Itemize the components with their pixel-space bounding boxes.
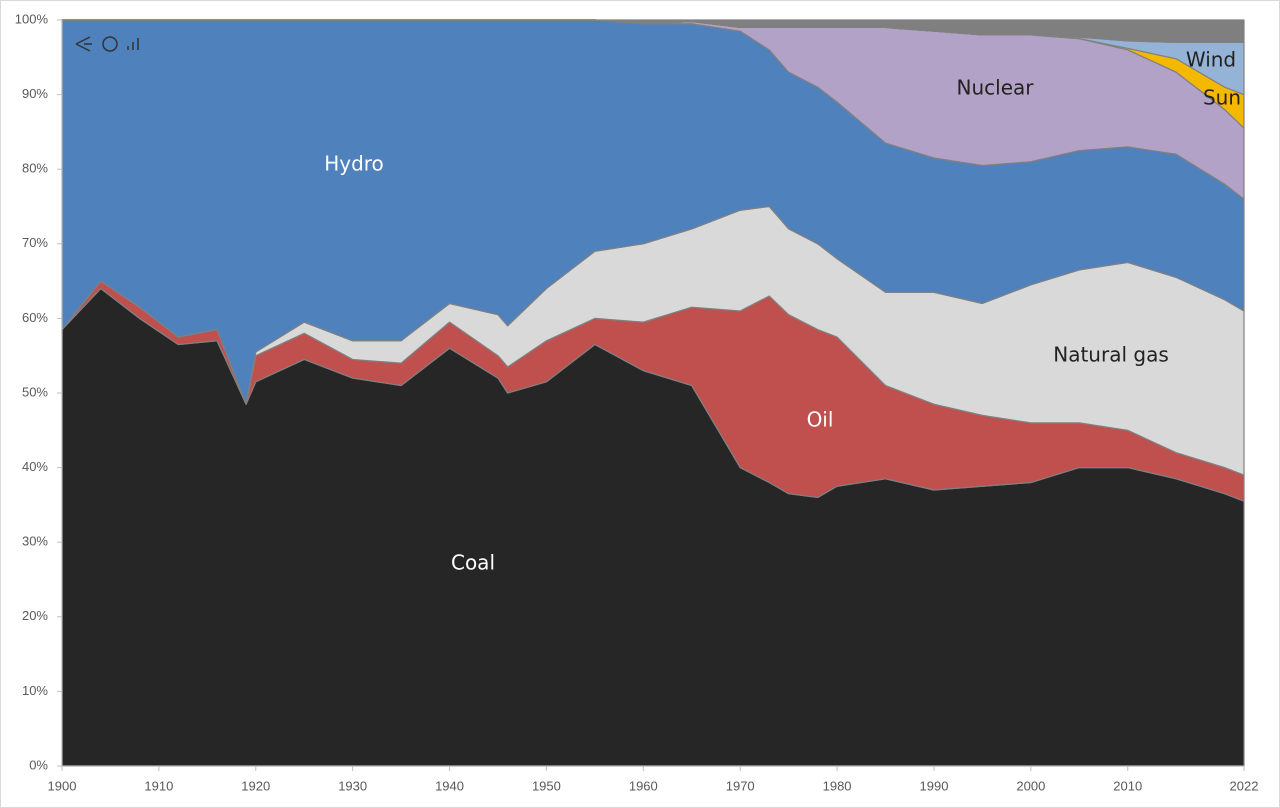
area [61,19,1245,43]
y-tick-label: 100% [15,11,49,26]
logo-icon [75,36,139,52]
y-tick-label: 0% [29,757,48,772]
x-tick-label: 2022 [1230,778,1259,793]
x-tick-label: 1950 [532,778,561,793]
y-tick-label: 80% [22,161,48,176]
x-tick-label: 1900 [48,778,77,793]
y-tick-label: 20% [22,608,48,623]
x-tick-label: 1970 [726,778,755,793]
x-tick-label: 1930 [338,778,367,793]
x-tick-label: 1960 [629,778,658,793]
x-tick-label: 2000 [1016,778,1045,793]
y-tick-label: 50% [22,384,48,399]
x-tick-label: 1940 [435,778,464,793]
series-label: Wind [1186,48,1236,72]
plot [61,19,1245,767]
series-label: Sun [1203,86,1241,110]
series-label: Natural gas [1053,343,1169,367]
x-tick-label: 1990 [920,778,949,793]
x-tick-label: 1980 [823,778,852,793]
icon-circle [102,36,118,52]
x-tick-label: 1920 [241,778,270,793]
icon-bars [127,38,139,50]
x-tick-label: 2010 [1113,778,1142,793]
y-tick-label: 90% [22,86,48,101]
y-tick-label: 10% [22,683,48,698]
series-label: Nuclear [957,76,1035,100]
x-tick-label: 1910 [144,778,173,793]
y-tick-label: 60% [22,310,48,325]
series-label: Oil [807,408,834,432]
y-tick-label: 30% [22,534,48,549]
icon-stroke [75,36,92,52]
y-tick-label: 70% [22,235,48,250]
series-label: Coal [451,551,495,575]
series-label: Hydro [324,152,384,176]
y-tick-label: 40% [22,459,48,474]
